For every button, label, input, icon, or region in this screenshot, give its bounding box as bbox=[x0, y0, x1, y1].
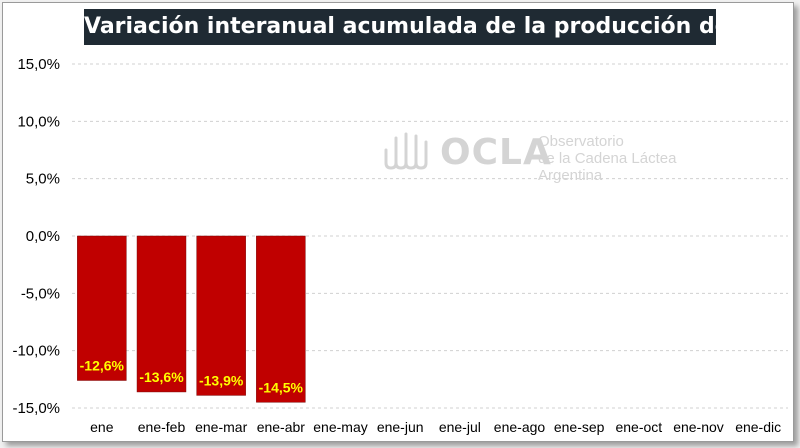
x-tick-label: ene-feb bbox=[138, 419, 186, 435]
y-tick-label: 5,0% bbox=[26, 171, 60, 188]
chart-title: Variación interanual acumulada de la pro… bbox=[84, 9, 716, 45]
bar bbox=[77, 235, 127, 381]
watermark-line-3: Argentina bbox=[538, 167, 603, 184]
y-tick-label: 15,0% bbox=[17, 56, 60, 73]
watermark-line-1: Observatorio bbox=[538, 133, 624, 150]
y-tick-label: -5,0% bbox=[21, 285, 60, 302]
data-label: -12,6% bbox=[80, 357, 125, 373]
x-tick-label: ene-ago bbox=[494, 419, 546, 435]
bars bbox=[77, 235, 306, 403]
watermark-line-2: de la Cadena Láctea bbox=[538, 150, 677, 167]
x-tick-label: ene-sep bbox=[554, 419, 605, 435]
x-tick-label: ene-jul bbox=[439, 419, 481, 435]
y-tick-label: -15,0% bbox=[12, 400, 60, 417]
y-tick-label: -10,0% bbox=[12, 343, 60, 360]
x-tick-label: ene-mar bbox=[195, 419, 247, 435]
y-axis-ticks: 15,0% 10,0% 5,0% 0,0% -5,0% -10,0% -15,0% bbox=[12, 56, 60, 417]
bar bbox=[256, 235, 306, 403]
x-tick-label: ene-jun bbox=[377, 419, 424, 435]
x-tick-label: ene bbox=[90, 419, 114, 435]
data-label: -13,9% bbox=[199, 372, 244, 388]
x-tick-label: ene-dic bbox=[735, 419, 781, 435]
x-tick-label: ene-abr bbox=[257, 419, 306, 435]
x-axis-ticks: ene ene-feb ene-mar ene-abr ene-may ene-jun en… bbox=[90, 419, 781, 435]
bar bbox=[136, 235, 187, 393]
data-labels: -12,6% -13,6% -13,9% -14,5% bbox=[80, 357, 304, 395]
watermark-brand: OCLA bbox=[440, 132, 552, 173]
chart-frame bbox=[2, 2, 794, 442]
x-tick-label: ene-nov bbox=[673, 419, 724, 435]
bar bbox=[196, 235, 246, 396]
y-tick-label: 10,0% bbox=[17, 113, 60, 130]
x-tick-label: ene-may bbox=[313, 419, 367, 435]
ocla-watermark: OCLA Observatorio de la Cadena Láctea Ar… bbox=[384, 132, 677, 184]
ocla-wave-logo-icon bbox=[384, 132, 428, 170]
x-tick-label: ene-oct bbox=[615, 419, 662, 435]
data-label: -14,5% bbox=[259, 379, 304, 395]
gridlines bbox=[72, 63, 788, 409]
data-label: -13,6% bbox=[139, 369, 184, 385]
y-tick-label: 0,0% bbox=[26, 228, 60, 245]
